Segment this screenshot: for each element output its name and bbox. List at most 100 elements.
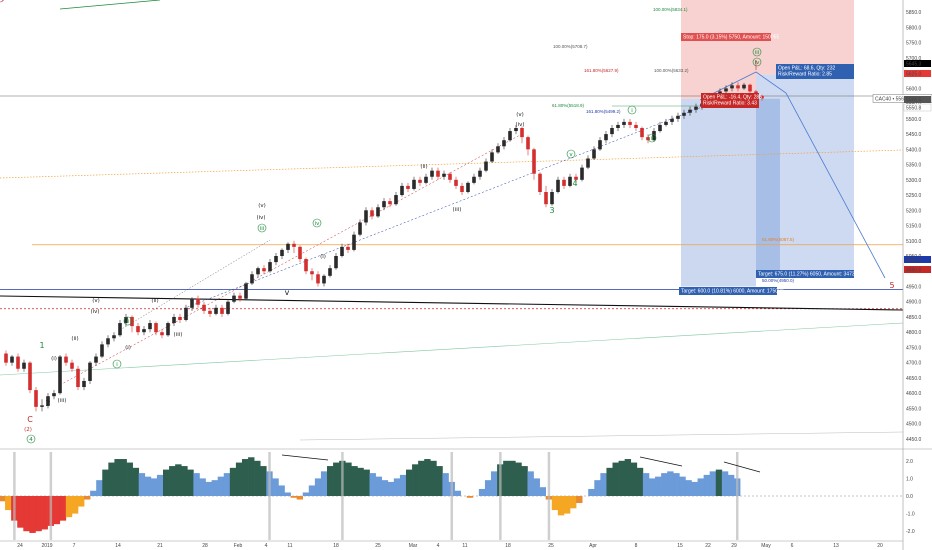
oscillator-marker [499,452,502,540]
candle-body [502,140,506,147]
candle-body [760,96,764,99]
oscillator-bar [381,480,389,496]
oscillator-bar [169,466,176,496]
price-tick-label: 4800.0 [906,330,922,336]
oscillator-bar [424,459,431,496]
oscillator-bar [667,471,674,496]
candle-body [532,149,536,174]
price-tick-label: 5100.0 [906,239,922,245]
candle-body [70,362,74,369]
open-pl-box-1: Open P&L: 68.6, Qty: 232 [778,66,835,72]
oscillator-bar [412,464,419,496]
candle-body [286,243,290,250]
stop-zone-2 [756,0,854,75]
candle-body [322,275,326,284]
price-tag: 4890.0 [906,268,922,274]
open-pl-box-2: Risk/Reward Ratio: 3.43 [703,101,757,107]
candle-body [298,246,302,260]
candle-body [196,298,200,305]
price-tick-label: 4750.0 [906,345,922,351]
time-tick-label: Mar [409,543,418,549]
candle-body [430,170,434,177]
candle-body [376,207,380,217]
candle-body [676,115,680,119]
candle-body [412,179,416,189]
wave-label: (ii) [151,298,158,304]
oscillator-bar [418,460,425,496]
candle-body [664,121,668,125]
oscillator-bar [624,459,632,496]
oscillator-bar [563,496,571,514]
fib-label: 61.80%(5518.9) [552,103,585,108]
oscillator-bar [557,496,565,516]
candle-body [202,304,206,311]
wave-label: (iv) [90,309,99,315]
blue-dashed-channel [179,99,721,311]
candle-body [268,262,272,272]
oscillator-bar [636,467,644,496]
oscillator-bar [509,460,516,496]
candle-body [208,310,212,314]
candle-body [166,323,170,336]
price-tick-label: 5350.0 [906,163,922,169]
candle-body [346,246,350,250]
oscillator-bar [163,469,170,496]
oscillator-bar [126,462,133,496]
target-box-1-bg [756,270,854,278]
oscillator-bar [527,471,534,496]
price-tick-label: 5850.0 [906,10,922,16]
candle-body [400,185,404,196]
candle-body [394,195,398,205]
candle-body [76,368,80,388]
target-box-1: Target: 675.0 (11.27%) 6050, Amount: 347… [758,272,860,278]
oscillator-bar [727,474,735,496]
wave-label: (iii) [174,332,183,338]
candle-body [544,192,548,205]
oscillator-bar [138,473,146,496]
price-tick-label: 4450.0 [906,437,922,443]
open-pl-box-2: Open P&L: -16.4, Qty: 285 [703,95,762,101]
fib-label: 161.80%(5627.9) [584,68,619,73]
oscillator-bar [53,496,61,525]
oscillator-marker [736,452,739,540]
candle-body [190,298,194,308]
target-box-2: Target: 600.0 (10.81%) 6000, Amount: 175… [681,289,784,295]
oscillator-tick-label: 2.0 [906,459,913,465]
oscillator-bar [217,476,225,496]
oscillator-bar [84,496,91,500]
wave-label: (i) [51,356,57,362]
candle-body [136,326,140,333]
oscillator-bar [314,478,322,496]
candle-body [112,335,116,339]
candle-body [106,338,110,345]
target-box-2-bg [679,287,777,295]
price-tick-label: 5600.0 [906,86,922,92]
wave-label: iv [755,60,761,66]
oscillator-marker [13,452,16,540]
candle-body [382,201,386,208]
divergence-line-3 [723,461,761,473]
oscillator-bar [5,496,12,511]
wave-label: iv [315,221,321,227]
wave-label: 4 [572,179,577,188]
oscillator-bar [533,478,540,496]
wave-label-circle [26,434,36,444]
price-tick-label: 5200.0 [906,208,922,214]
candle-body [604,134,608,141]
candle-body [34,390,38,407]
oscillator-bar [108,462,115,496]
wave-label: iii [260,226,265,232]
oscillator-bar [144,476,152,496]
wave-label: (iii) [453,207,462,213]
candle-body [10,356,14,363]
green-trendline [0,322,904,376]
price-tag: 4950.0 [906,258,922,264]
wave-label: (2) [0,0,4,2]
oscillator-bar [454,490,461,496]
wave-label-circle [752,57,762,67]
oscillator-bar [35,496,42,532]
candle-body [304,259,308,272]
candle-body [526,137,530,150]
fib-label: 100.00%(5708.7) [553,44,588,49]
